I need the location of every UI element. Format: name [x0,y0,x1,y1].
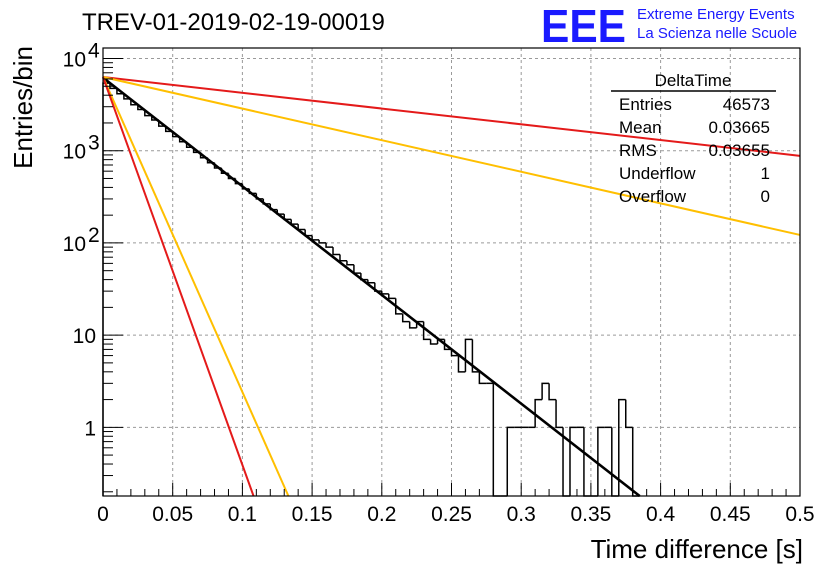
bound-line [102,76,290,497]
histogram-bin [325,242,334,248]
stats-box: DeltaTime Entries 46573 Mean 0.03665 RMS 0.03… [611,71,776,206]
stats-row-label: Mean [619,118,662,137]
stats-row-value: 46573 [723,95,770,114]
chart-title: TREV-01-2019-02-19-00019 [82,9,385,36]
histogram-bin [555,399,564,429]
logo-line-2: La Scienza nelle Scuole [637,25,797,42]
x-tick-label: 0.15 [292,503,333,526]
fit-line [102,76,641,498]
stats-row-value: 0.03665 [709,118,770,137]
grid-lines [103,48,800,496]
x-tick-label: 0.35 [570,503,611,526]
y-tick-exponent: 3 [88,132,100,155]
y-tick-exponent: 4 [88,40,100,63]
y-tick-label: 1 [84,417,96,440]
histogram-bin [332,247,340,256]
histogram-bin [457,355,466,373]
x-tick-label: 0.5 [785,503,814,526]
y-axis-title: Entries/bin [8,46,38,169]
bound-line [102,76,801,157]
histogram-bin [548,383,557,401]
x-tick-label: 0.1 [228,503,257,526]
histogram-bin [450,349,459,357]
y-tick-exponent: 2 [88,224,100,247]
x-tick-label: 0.05 [152,503,193,526]
histogram-bin [478,371,487,385]
series-layer [102,76,801,498]
x-axis-title: Time difference [s] [591,534,803,564]
stats-rows: Entries 46573 Mean 0.03665 RMS 0.03655 Underfl… [619,95,770,206]
x-tick-label: 0 [97,503,109,526]
logo-line-1: Extreme Energy Events [637,6,795,23]
histogram-bin [534,398,543,428]
histogram-bin [569,426,577,496]
histogram-bin [408,321,417,329]
stats-row-label: RMS [619,141,657,160]
x-tick-label: 0.2 [367,503,396,526]
histogram-bin [255,193,264,200]
histogram-bin [394,298,403,315]
stats-row-value: 1 [761,164,770,183]
histogram-bin [597,426,605,496]
x-tick-labels: 0 0.05 0.1 0.15 0.2 0.25 0.3 0.35 0.4 0.45 0.5 [97,503,814,526]
stats-row-label: Entries [619,95,672,114]
histogram-bin [429,339,438,345]
stats-row-label: Overflow [619,187,687,206]
y-tick-label: 10 [63,233,86,256]
y-tick-label: 10 [63,49,86,72]
eee-logo-mark: EEE [541,0,626,52]
histogram-bin [318,239,327,244]
x-tick-label: 0.45 [710,503,751,526]
histogram-bin [625,399,633,429]
histogram-bin [506,426,515,496]
bound-line [102,76,255,497]
histogram-bin [401,313,410,323]
stats-row-label: Underflow [619,164,696,183]
x-tick-label: 0.25 [431,503,472,526]
x-tick-label: 0.3 [507,503,536,526]
stats-row-value: 0.03655 [709,141,770,160]
axis-ticks [102,58,801,496]
y-tick-label: 10 [63,141,86,164]
histogram-bin [346,260,354,266]
y-tick-label: 10 [73,325,96,348]
bound-line [102,76,801,236]
histogram-bin [471,339,480,373]
histogram-bin [618,398,626,496]
x-tick-label: 0.4 [646,503,676,526]
stats-row-value: 0 [761,187,770,206]
histogram-bin [541,382,550,400]
stats-box-name: DeltaTime [655,71,732,90]
histogram-bin [388,293,396,300]
